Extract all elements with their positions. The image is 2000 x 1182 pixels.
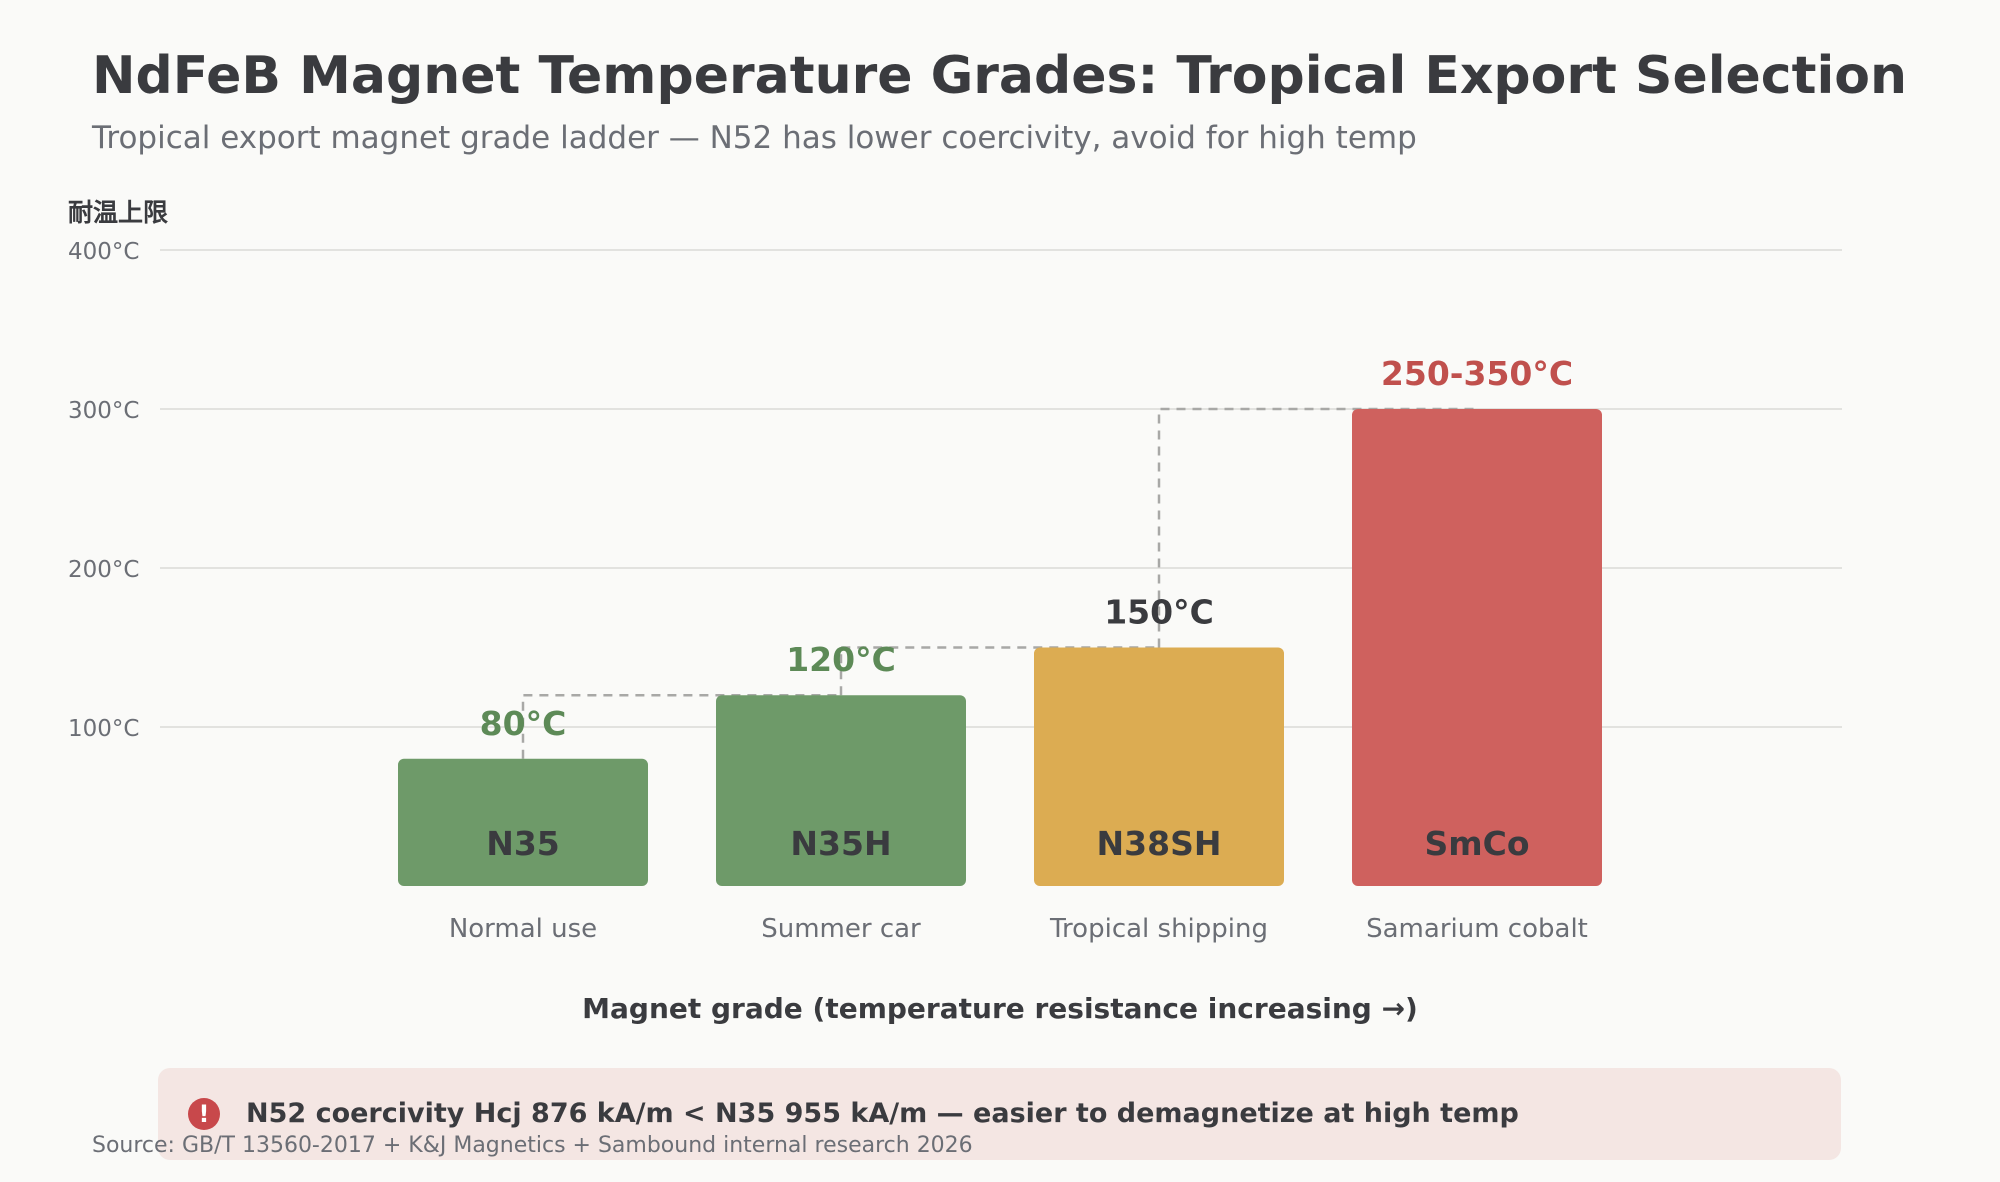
exclamation-icon: ! bbox=[188, 1098, 220, 1130]
bar-value-label: 80°C bbox=[480, 704, 567, 743]
bar bbox=[1352, 409, 1602, 886]
bar-category-label: N35H bbox=[790, 824, 891, 863]
source-note: Source: GB/T 13560-2017 + K&J Magnetics … bbox=[92, 1133, 973, 1158]
bar-chart: 耐温上限 Magnet grade (temperature resistanc… bbox=[68, 198, 1842, 1025]
x-tick-label: Normal use bbox=[449, 914, 597, 944]
y-tick-label: 100°C bbox=[68, 716, 139, 742]
bar-category-label: SmCo bbox=[1424, 824, 1529, 863]
bar-category-label: N35 bbox=[486, 824, 560, 863]
bar bbox=[716, 695, 966, 886]
x-tick-label: Samarium cobalt bbox=[1366, 914, 1588, 944]
bar-value-label: 150°C bbox=[1104, 593, 1214, 632]
bar-value-label: 120°C bbox=[786, 640, 896, 679]
bar bbox=[398, 758, 648, 886]
chart-subtitle: Tropical export magnet grade ladder — N5… bbox=[92, 120, 1417, 156]
y-axis-title: 耐温上限 bbox=[68, 198, 168, 227]
chart-title: NdFeB Magnet Temperature Grades: Tropica… bbox=[92, 46, 1908, 106]
warning-alert: ! N52 coercivity Hcj 876 kA/m < N35 955 … bbox=[158, 1068, 1841, 1160]
bar-category-label: N38SH bbox=[1097, 824, 1222, 863]
x-tick-label: Summer car bbox=[761, 914, 921, 944]
y-tick-label: 200°C bbox=[68, 557, 139, 583]
y-tick-label: 400°C bbox=[68, 239, 139, 265]
bar-value-label: 250-350°C bbox=[1381, 354, 1573, 393]
x-axis-title: Magnet grade (temperature resistance inc… bbox=[582, 992, 1418, 1025]
bar bbox=[1034, 647, 1284, 886]
y-tick-label: 300°C bbox=[68, 398, 139, 424]
alert-text: N52 coercivity Hcj 876 kA/m < N35 955 kA… bbox=[246, 1098, 1519, 1129]
x-tick-label: Tropical shipping bbox=[1049, 914, 1268, 944]
